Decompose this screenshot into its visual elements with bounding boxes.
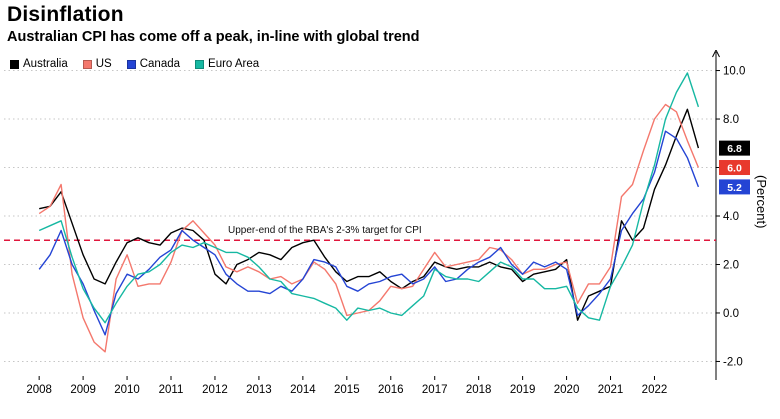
x-tick-label: 2018 — [466, 384, 492, 396]
legend-item-us: US — [82, 58, 112, 70]
end-value-box-us — [719, 160, 750, 176]
end-value-label-australia: 6.8 — [727, 143, 742, 155]
series-line-euro-area — [38, 72, 700, 324]
chart-legend: Australia US Canada Euro Area — [10, 58, 259, 70]
x-tick-label: 2021 — [598, 384, 624, 396]
x-tick-label: 2020 — [554, 384, 580, 396]
legend-item-australia: Australia — [10, 58, 68, 70]
chart-title: Disinflation — [7, 3, 124, 26]
legend-swatch-euro-area — [195, 59, 205, 69]
series-line-australia — [39, 108, 700, 321]
y-tick-label: 10.0 — [723, 66, 745, 78]
end-value-box-australia — [719, 140, 750, 156]
legend-label-euro-area: Euro Area — [208, 58, 260, 70]
x-tick-label: 2011 — [159, 384, 184, 396]
y-tick-label: -2.0 — [723, 356, 743, 368]
legend-item-euro-area: Euro Area — [195, 58, 259, 70]
series-line-canada — [38, 130, 700, 336]
x-tick-label: 2012 — [202, 384, 228, 396]
x-tick-label: 2017 — [422, 384, 448, 396]
legend-item-canada: Canada — [126, 58, 181, 70]
y-axis-label: (Percent) — [754, 175, 769, 229]
x-tick-label: 2013 — [246, 384, 272, 396]
y-tick-label: 2.0 — [723, 259, 739, 271]
chart-subtitle: Australian CPI has come off a peak, in-l… — [7, 29, 420, 45]
y-axis-arrow-icon — [712, 50, 720, 58]
legend-swatch-australia — [10, 59, 19, 69]
y-tick-label: 8.0 — [723, 114, 739, 126]
x-tick-label: 2016 — [378, 384, 404, 396]
x-tick-label: 2022 — [642, 384, 668, 396]
x-tick-label: 2019 — [510, 384, 536, 396]
x-tick-label: 2014 — [290, 384, 316, 396]
legend-swatch-us — [82, 59, 92, 69]
rba-target-annotation: Upper-end of the RBA's 2-3% target for C… — [228, 225, 422, 236]
legend-label-canada: Canada — [139, 58, 181, 70]
legend-label-australia: Australia — [23, 58, 68, 70]
x-tick-label: 2009 — [70, 384, 96, 396]
end-value-label-canada: 5.2 — [727, 182, 742, 194]
y-tick-label: 4.0 — [723, 211, 739, 223]
cpi-line-chart: -2.0 0.0 2.0 4.0 6.0 8.0 10.0 2008 2009 2010 2011 2… — [4, 50, 750, 396]
legend-swatch-canada — [126, 59, 136, 69]
x-tick-label: 2010 — [114, 384, 140, 396]
x-tick-label: 2015 — [334, 384, 360, 396]
y-tick-label: 0.0 — [723, 308, 739, 320]
end-value-box-canada — [719, 179, 750, 195]
legend-label-us: US — [95, 58, 112, 70]
x-tick-label: 2008 — [26, 384, 52, 396]
end-value-label-us: 6.0 — [727, 163, 742, 175]
